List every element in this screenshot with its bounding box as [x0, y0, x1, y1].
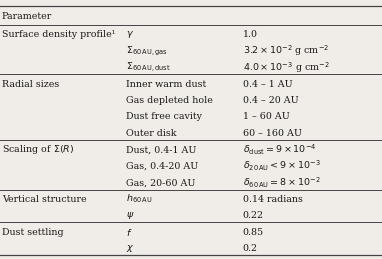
Text: 1 – 60 AU: 1 – 60 AU — [243, 112, 289, 121]
Text: Inner warm dust: Inner warm dust — [126, 80, 206, 89]
Text: Dust settling: Dust settling — [2, 227, 63, 236]
Text: Parameter: Parameter — [2, 12, 52, 21]
Text: Dust free cavity: Dust free cavity — [126, 112, 202, 121]
Text: $4.0 \times 10^{-3}$ g cm$^{-2}$: $4.0 \times 10^{-3}$ g cm$^{-2}$ — [243, 60, 329, 75]
Text: $\gamma$: $\gamma$ — [126, 29, 134, 40]
Text: $h_{60\,\mathrm{AU}}$: $h_{60\,\mathrm{AU}}$ — [126, 193, 152, 205]
Text: 0.14 radians: 0.14 radians — [243, 195, 303, 204]
Text: 0.4 – 1 AU: 0.4 – 1 AU — [243, 80, 292, 89]
Text: Gas, 0.4-20 AU: Gas, 0.4-20 AU — [126, 162, 198, 171]
Text: 60 – 160 AU: 60 – 160 AU — [243, 129, 301, 138]
Text: $\delta_{60\,\mathrm{AU}} = 8 \times 10^{-2}$: $\delta_{60\,\mathrm{AU}} = 8 \times 10^… — [243, 176, 320, 190]
Text: $\delta_{20\,\mathrm{AU}} < 9 \times 10^{-3}$: $\delta_{20\,\mathrm{AU}} < 9 \times 10^… — [243, 159, 320, 173]
Text: $\chi$: $\chi$ — [126, 243, 134, 254]
Text: 0.22: 0.22 — [243, 211, 264, 220]
Text: 0.2: 0.2 — [243, 244, 257, 253]
Text: Gas, 20-60 AU: Gas, 20-60 AU — [126, 178, 196, 187]
Text: Gas depleted hole: Gas depleted hole — [126, 96, 213, 105]
Text: $\Sigma_{60\,\mathrm{AU,dust}}$: $\Sigma_{60\,\mathrm{AU,dust}}$ — [126, 61, 171, 74]
Text: 0.4 – 20 AU: 0.4 – 20 AU — [243, 96, 298, 105]
Text: 1.0: 1.0 — [243, 30, 257, 39]
Text: $\psi$: $\psi$ — [126, 210, 134, 221]
Text: $f$: $f$ — [126, 227, 133, 238]
Text: $3.2 \times 10^{-2}$ g cm$^{-2}$: $3.2 \times 10^{-2}$ g cm$^{-2}$ — [243, 44, 329, 59]
Text: $\Sigma_{60\,\mathrm{AU,gas}}$: $\Sigma_{60\,\mathrm{AU,gas}}$ — [126, 45, 168, 58]
Text: Outer disk: Outer disk — [126, 129, 176, 138]
Text: Radial sizes: Radial sizes — [2, 80, 59, 89]
Text: Vertical structure: Vertical structure — [2, 195, 87, 204]
Text: Surface density profile¹: Surface density profile¹ — [2, 30, 115, 39]
Text: $\delta_\mathrm{dust} = 9 \times 10^{-4}$: $\delta_\mathrm{dust} = 9 \times 10^{-4}… — [243, 143, 316, 157]
Text: Dust, 0.4-1 AU: Dust, 0.4-1 AU — [126, 145, 196, 154]
Text: 0.85: 0.85 — [243, 227, 264, 236]
Text: Scaling of $\Sigma(R)$: Scaling of $\Sigma(R)$ — [2, 143, 74, 156]
